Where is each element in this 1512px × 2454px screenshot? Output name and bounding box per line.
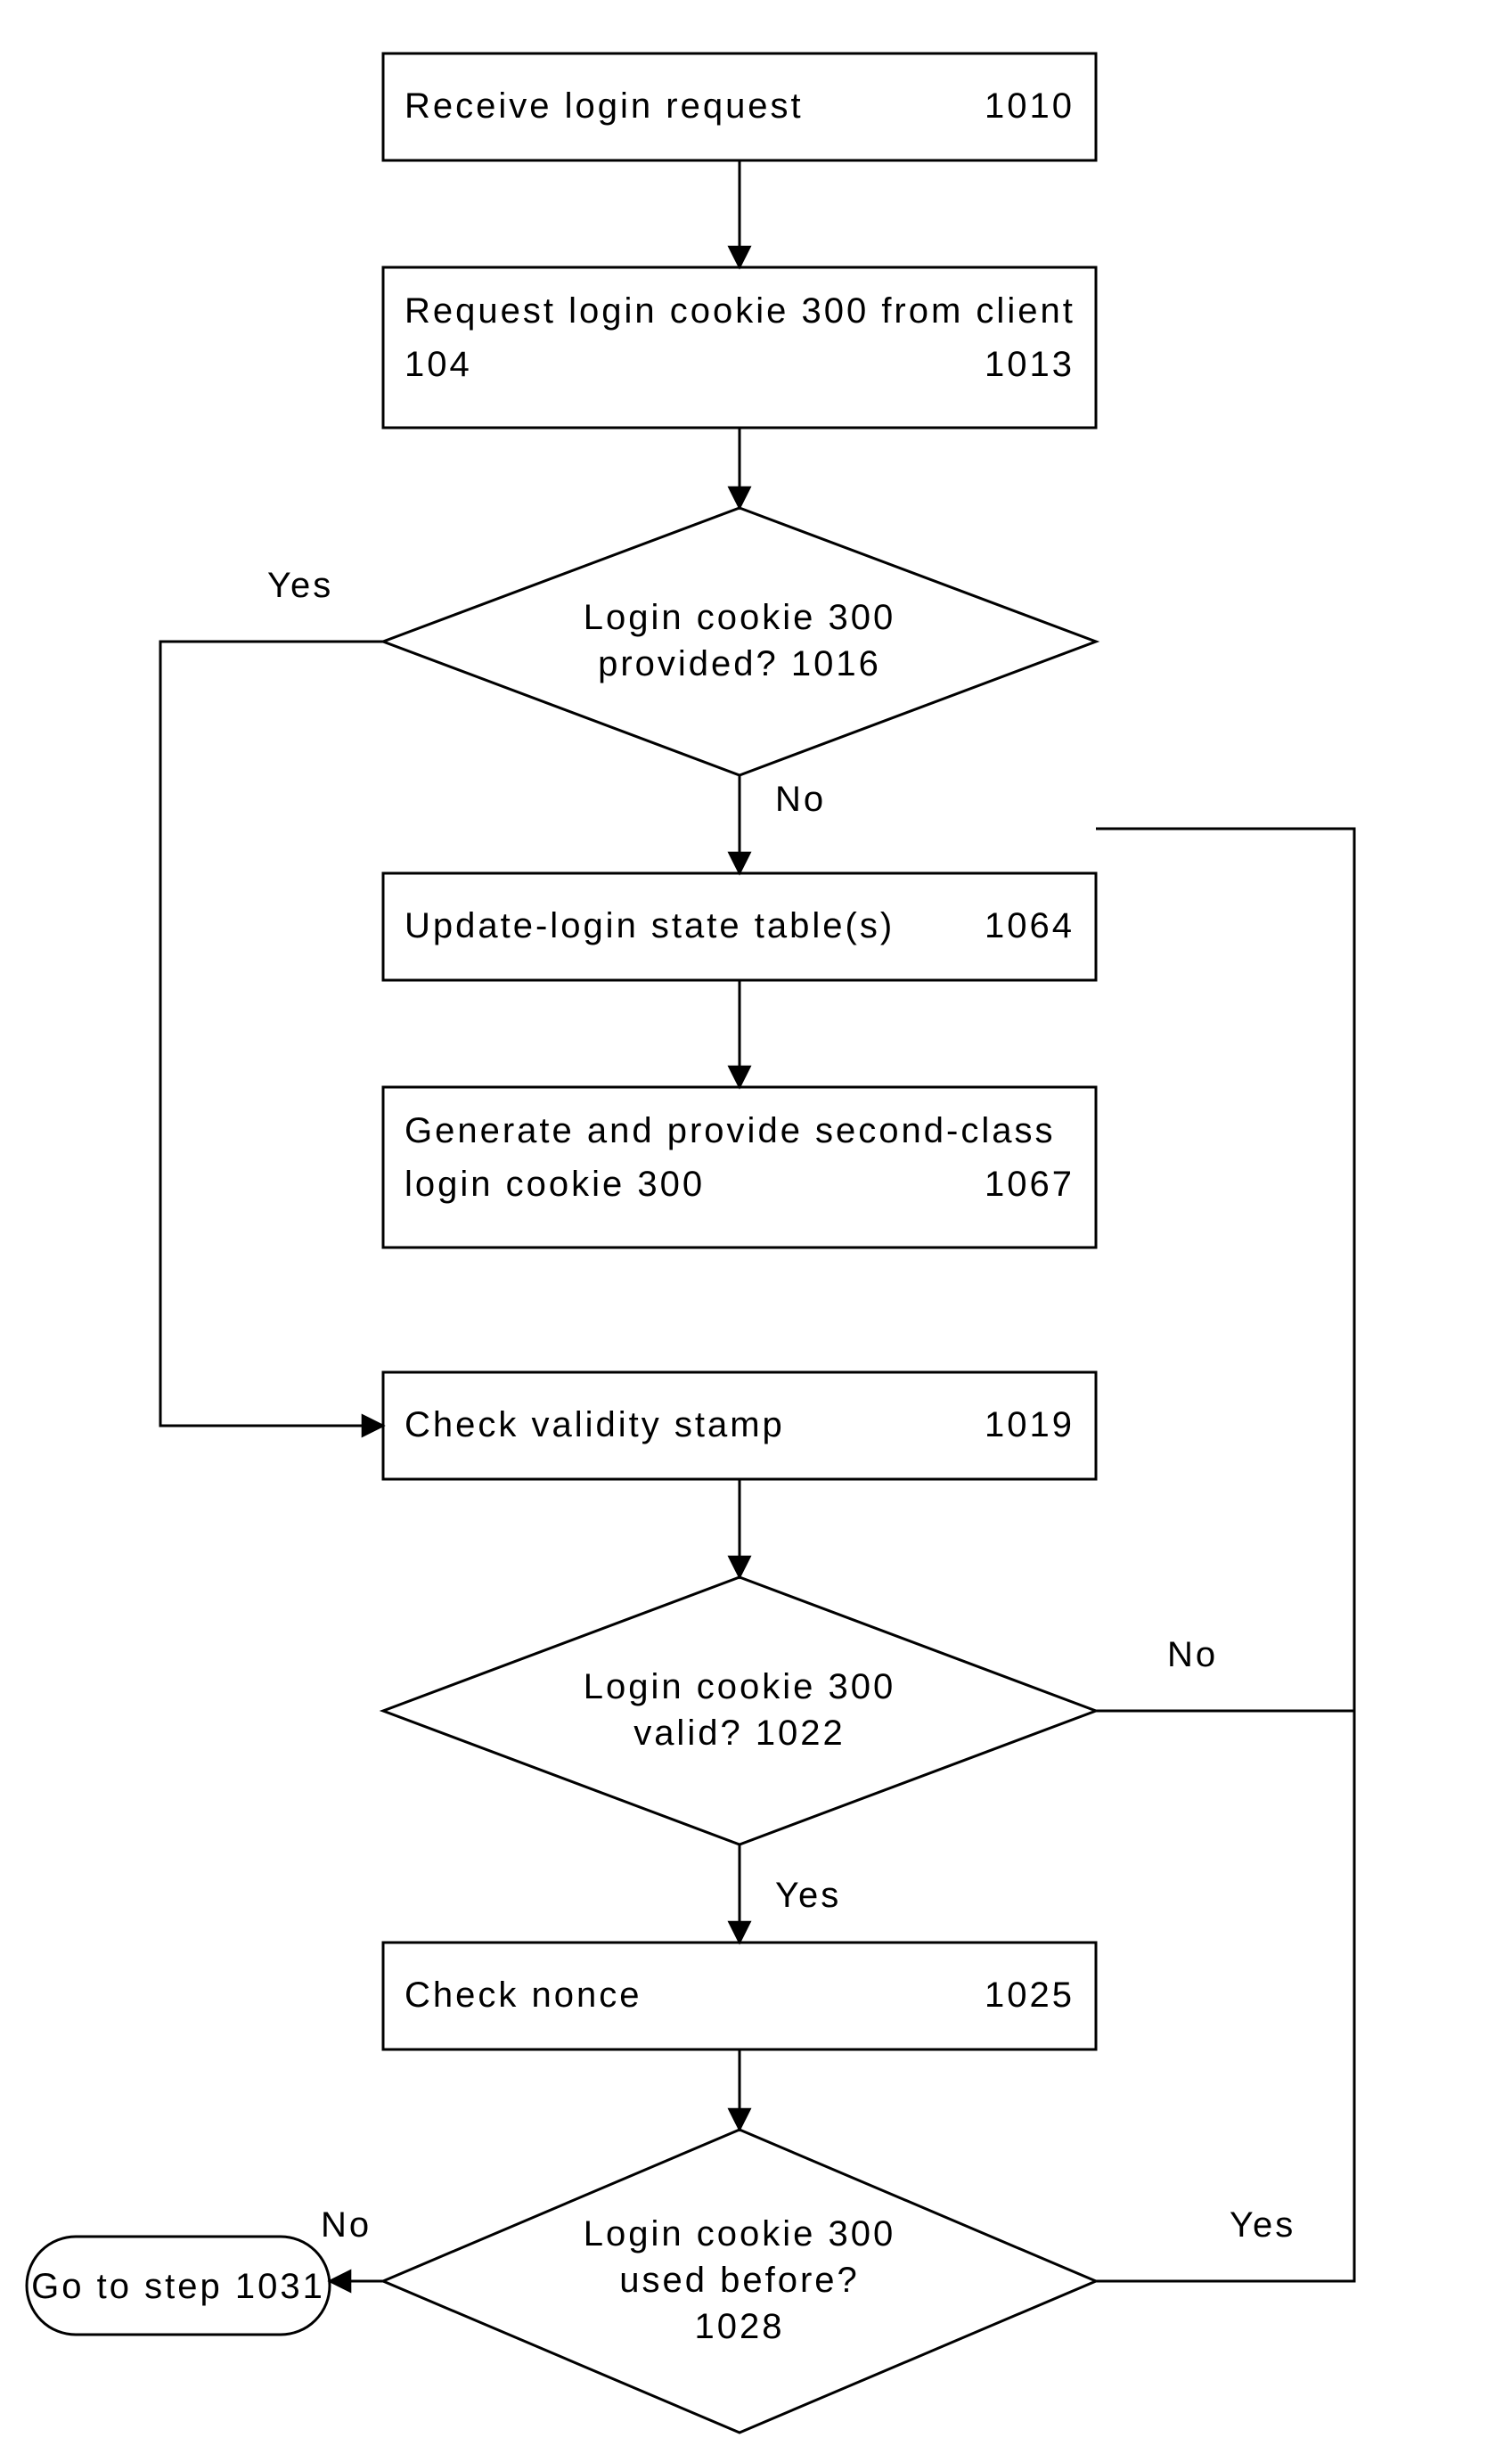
svg-text:No: No (321, 2205, 372, 2245)
svg-text:No: No (775, 780, 826, 819)
svg-text:1028: 1028 (695, 2307, 785, 2346)
svg-text:1064: 1064 (985, 906, 1075, 945)
node-term: Go to step 1031 (27, 2237, 330, 2335)
svg-text:Yes: Yes (267, 566, 333, 605)
node-n1013: Request login cookie 300 from client 104 1… (383, 267, 1096, 428)
node-n1064: Update-login state table(s) 1064 (383, 873, 1096, 980)
node-d1022: Login cookie 300 valid? 1022 (383, 1577, 1096, 1845)
edge-e10: No (1096, 829, 1354, 1711)
node-n1010: Receive login request 1010 (383, 53, 1096, 160)
svg-text:Login cookie 300: Login cookie 300 (584, 1667, 895, 1706)
svg-text:valid? 1022: valid? 1022 (633, 1714, 846, 1753)
svg-text:Check validity stamp: Check validity stamp (405, 1405, 785, 1444)
edge-e11: Yes (1096, 1711, 1354, 2281)
edge-e3: No (740, 775, 826, 873)
node-d1028: Login cookie 300 used before? 1028 (383, 2130, 1096, 2433)
svg-text:Yes: Yes (775, 1876, 841, 1915)
svg-text:No: No (1167, 1635, 1218, 1674)
svg-text:1067: 1067 (985, 1165, 1075, 1204)
node-n1025: Check nonce 1025 (383, 1943, 1096, 2049)
svg-text:1019: 1019 (985, 1405, 1075, 1444)
svg-text:provided? 1016: provided? 1016 (598, 644, 881, 683)
svg-text:Login cookie 300: Login cookie 300 (584, 598, 895, 637)
svg-text:Request login cookie 300 from: Request login cookie 300 from client (405, 291, 1075, 331)
svg-text:login cookie 300: login cookie 300 (405, 1165, 705, 1204)
svg-text:Receive login request: Receive login request (405, 86, 804, 126)
node-d1016: Login cookie 300 provided? 1016 (383, 508, 1096, 775)
svg-text:1010: 1010 (985, 86, 1075, 126)
node-n1019: Check validity stamp 1019 (383, 1372, 1096, 1479)
edge-e7: Yes (740, 1845, 841, 1943)
svg-text:104: 104 (405, 345, 472, 384)
edge-e5: Yes (160, 566, 383, 1426)
svg-text:Login cookie 300: Login cookie 300 (584, 2214, 895, 2254)
svg-text:used before?: used before? (619, 2261, 860, 2300)
node-n1067: Generate and provide second-class login c… (383, 1087, 1096, 1247)
svg-text:Generate and provide second-cl: Generate and provide second-class (405, 1111, 1055, 1150)
svg-text:1025: 1025 (985, 1975, 1075, 2015)
edge-e9: No (321, 2205, 383, 2281)
svg-text:Yes: Yes (1230, 2205, 1295, 2245)
svg-text:1013: 1013 (985, 345, 1075, 384)
svg-text:Check nonce: Check nonce (405, 1975, 642, 2015)
svg-text:Go to step 1031: Go to step 1031 (31, 2267, 325, 2306)
svg-text:Update-login state table(s): Update-login state table(s) (405, 906, 895, 945)
